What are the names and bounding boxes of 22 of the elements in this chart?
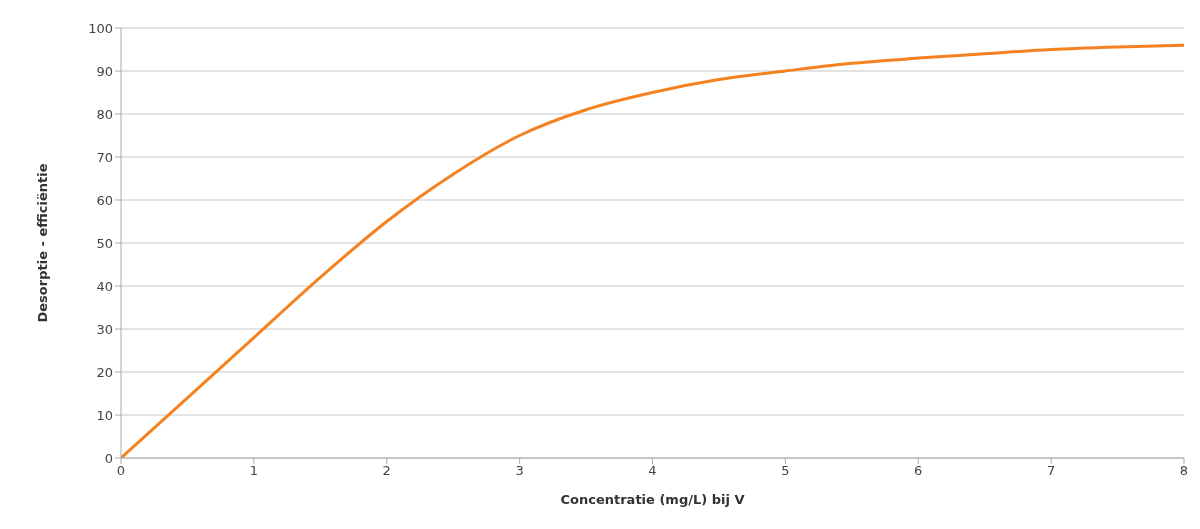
x-tick-label: 5 [781, 463, 790, 479]
y-tick-label: 20 [96, 364, 113, 380]
y-tick-label: 100 [88, 20, 113, 36]
y-tick-label: 10 [96, 407, 113, 423]
y-tick-label: 70 [96, 149, 113, 165]
x-tick-label: 1 [249, 463, 259, 479]
y-tick-label: 30 [96, 321, 113, 337]
y-tick-label: 50 [96, 235, 113, 251]
x-tick-label: 4 [648, 463, 657, 479]
y-tick-label: 90 [96, 63, 113, 79]
y-axis-title: Desorptie - efficiëntie [34, 163, 50, 323]
x-tick-label: 2 [382, 463, 391, 479]
x-tick-label: 0 [116, 463, 126, 479]
x-tick-label: 3 [515, 463, 524, 479]
y-tick-label: 60 [96, 192, 113, 208]
y-tick-label: 40 [96, 278, 113, 294]
x-tick-label: 8 [1179, 463, 1189, 479]
y-tick-label: 0 [104, 450, 113, 466]
x-axis-title: Concentratie (mg/L) bij V [560, 492, 745, 507]
x-tick-label: 6 [914, 463, 923, 479]
y-tick-label: 80 [96, 106, 113, 122]
x-tick-label: 7 [1046, 463, 1056, 479]
